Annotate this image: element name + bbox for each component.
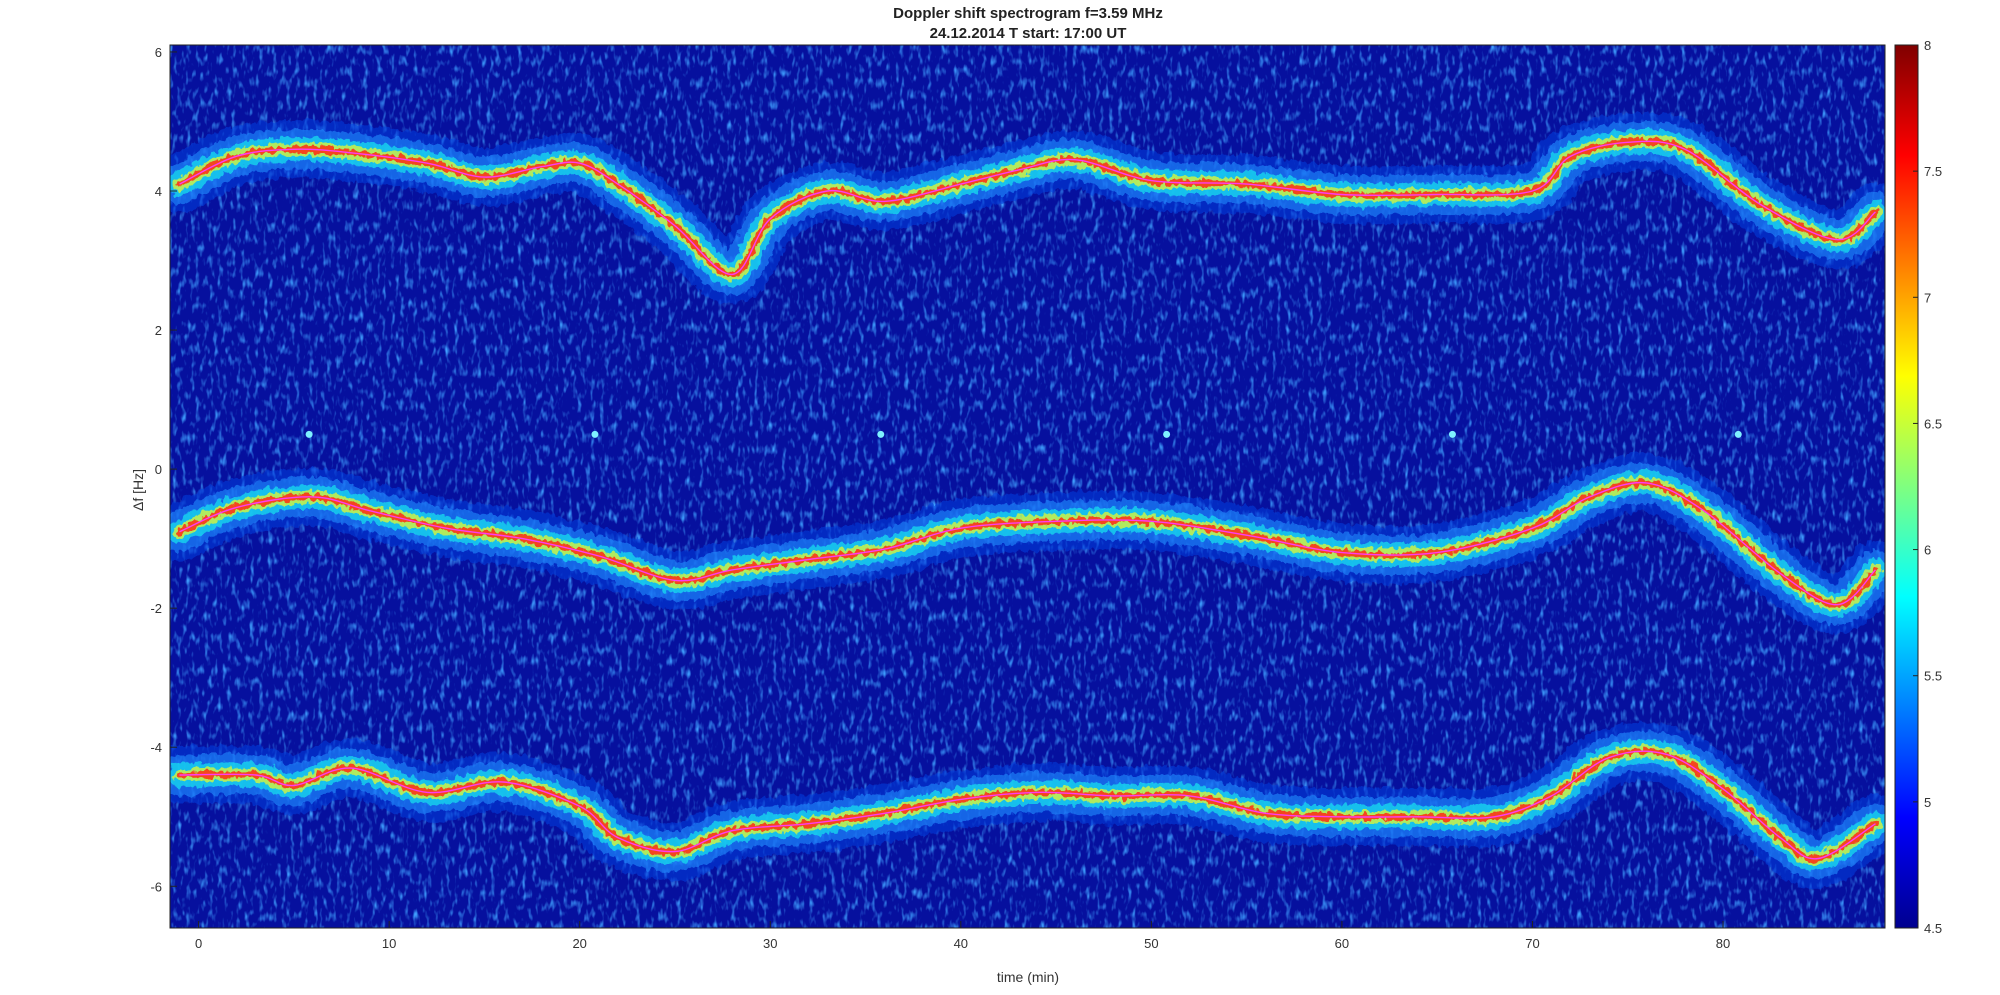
x-axis-label: time (min) (997, 969, 1059, 985)
trace-line-2 (179, 481, 1877, 606)
colorbar-tick-label-5: 5 (1924, 795, 1931, 810)
colorbar-tick-label-5.5: 5.5 (1924, 669, 1942, 684)
colorbar-tick-label-7: 7 (1924, 290, 1931, 305)
x-tick-label-30: 30 (763, 936, 777, 951)
x-tick-label-20: 20 (572, 936, 586, 951)
x-tick-label-0: 0 (195, 936, 202, 951)
tracking-traces (179, 140, 1877, 860)
y-axis-label: Δf [Hz] (130, 469, 146, 511)
x-tick-label-70: 70 (1525, 936, 1539, 951)
colorbar-scale (1894, 44, 1919, 929)
y-tick-label-0: 0 (155, 462, 162, 477)
y-tick-label-6: 6 (155, 45, 162, 60)
x-axis-ticks: 0 10 20 30 40 50 60 70 80 (195, 921, 1730, 951)
colorbar-ticks: 4.5 5 5.5 6 6.5 7 7.5 8 (1913, 38, 1942, 936)
y-tick-label-4: 4 (155, 184, 162, 199)
colorbar: 4.5 5 5.5 6 6.5 7 7.5 8 (1894, 38, 1942, 936)
x-tick-label-40: 40 (954, 936, 968, 951)
noise-spots (305, 430, 1742, 438)
colorbar-tick-label-6.5: 6.5 (1924, 416, 1942, 431)
colorbar-tick-label-7.5: 7.5 (1924, 164, 1942, 179)
noise-spot-2 (591, 430, 599, 438)
y-tick-label--4: -4 (150, 740, 162, 755)
y-tick-label--2: -2 (150, 601, 162, 616)
colorbar-tick-label-8: 8 (1924, 38, 1931, 53)
x-tick-label-80: 80 (1716, 936, 1730, 951)
noise-spot-3 (877, 430, 885, 438)
trace-line-3 (179, 750, 1876, 860)
noise-spot-5 (1448, 430, 1456, 438)
noise-spot-4 (1163, 430, 1171, 438)
colorbar-tick-label-4.5: 4.5 (1924, 921, 1942, 936)
x-tick-label-50: 50 (1144, 936, 1158, 951)
trace-line-1 (179, 140, 1876, 276)
x-tick-label-10: 10 (382, 936, 396, 951)
noise-spot-6 (1734, 430, 1742, 438)
plot-area (170, 45, 1885, 928)
x-tick-label-60: 60 (1335, 936, 1349, 951)
noise-spot-1 (305, 430, 313, 438)
chart-subtitle: 24.12.2014 T start: 17:00 UT (930, 25, 1127, 42)
y-axis-ticks: -6 -4 -2 0 2 4 6 (150, 45, 177, 894)
y-tick-label--6: -6 (150, 879, 162, 894)
y-tick-label-2: 2 (155, 323, 162, 338)
chart-title: Doppler shift spectrogram f=3.59 MHz (893, 5, 1163, 22)
plot-frame (169, 44, 1886, 929)
colorbar-tick-label-6: 6 (1924, 543, 1931, 558)
